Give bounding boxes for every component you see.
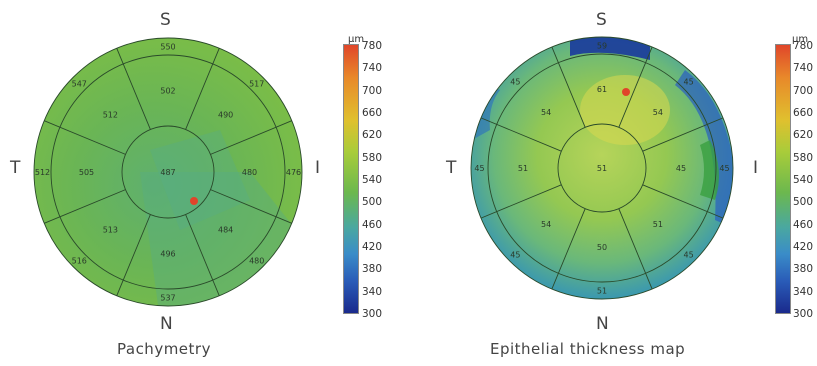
zone-outer-value: 550 [160, 43, 175, 52]
scale-tick-label: 300 [793, 308, 813, 320]
zone-outer-value: 45 [510, 251, 520, 260]
zone-inner-value: 51 [653, 220, 663, 229]
scale-tick-label: 660 [362, 107, 382, 119]
scale-tick-label: 700 [793, 85, 813, 97]
zone-inner-value: 484 [218, 226, 233, 235]
zone-inner-value: 51 [518, 164, 528, 173]
zone-outer-value: 517 [249, 79, 264, 88]
scale-tick-label: 460 [362, 219, 382, 231]
thinnest-point-marker [190, 197, 198, 205]
zone-outer-value: 45 [684, 251, 694, 260]
scale-tick-label: 740 [793, 62, 813, 74]
scale-tick-label: 420 [362, 241, 382, 253]
scale-tick-label: 700 [362, 85, 382, 97]
zone-outer-value: 45 [684, 77, 694, 86]
pachymetry-caption: Pachymetry [117, 340, 211, 358]
zone-inner-value: 50 [597, 243, 607, 252]
epithelial-caption: Epithelial thickness map [490, 340, 685, 358]
zone-outer-value: 45 [474, 164, 484, 173]
zone-outer-value: 537 [160, 294, 175, 303]
zone-inner-value: 61 [597, 85, 607, 94]
scale-tick-label: 540 [362, 174, 382, 186]
zone-outer-value: 547 [72, 79, 87, 88]
zone-outer-value: 512 [35, 168, 50, 177]
zone-inner-value: 490 [218, 110, 233, 119]
zone-inner-value: 45 [676, 164, 686, 173]
scale-tick-label: 620 [793, 129, 813, 141]
color-scale-bar-left [343, 44, 359, 314]
zone-inner-value: 512 [103, 110, 118, 119]
zone-outer-value: 45 [719, 164, 729, 173]
epithelial-map: 51 61 59 54 45 45 45 51 45 50 51 54 45 51 45 54 45 [420, 0, 817, 366]
zone-inner-value: 480 [242, 168, 257, 177]
scale-tick-label: 620 [362, 129, 382, 141]
pachymetry-panel: S N T I 487 502 550 490 517 480 476 484 480 496 53… [0, 0, 400, 366]
scale-tick-label: 500 [362, 196, 382, 208]
zone-outer-value: 51 [597, 287, 607, 296]
zone-center-value: 487 [160, 168, 175, 177]
scale-tick-label: 780 [793, 40, 813, 52]
scale-tick-label: 500 [793, 196, 813, 208]
scale-tick-label: 580 [362, 152, 382, 164]
scale-tick-label: 740 [362, 62, 382, 74]
scale-tick-label: 540 [793, 174, 813, 186]
scale-tick-label: 340 [793, 286, 813, 298]
scale-tick-label: 300 [362, 308, 382, 320]
pachymetry-map: 487 502 550 490 517 480 476 484 480 496 537 513 516 5… [0, 0, 400, 366]
zone-outer-value: 480 [249, 257, 264, 266]
color-scale-bar-right [775, 44, 791, 314]
scale-tick-label: 660 [793, 107, 813, 119]
scale-tick-label: 380 [793, 263, 813, 275]
zone-outer-value: 516 [72, 257, 87, 266]
zone-outer-value: 476 [286, 168, 301, 177]
epithelial-panel: S N T I 51 61 59 54 45 45 45 51 45 50 51 54 45 51 45 54… [420, 0, 817, 366]
zone-inner-value: 513 [103, 226, 118, 235]
zone-inner-value: 496 [160, 250, 175, 259]
zone-outer-value: 45 [510, 77, 520, 86]
scale-tick-label: 460 [793, 219, 813, 231]
zone-outer-value: 59 [597, 42, 607, 51]
zone-center-value: 51 [597, 164, 607, 173]
scale-tick-label: 420 [793, 241, 813, 253]
thickest-point-marker [622, 88, 630, 96]
zone-inner-value: 54 [541, 108, 551, 117]
scale-tick-label: 380 [362, 263, 382, 275]
scale-tick-label: 340 [362, 286, 382, 298]
zone-inner-value: 502 [160, 87, 175, 96]
zone-inner-value: 54 [541, 220, 551, 229]
zone-inner-value: 54 [653, 108, 663, 117]
scale-tick-label: 780 [362, 40, 382, 52]
zone-inner-value: 505 [79, 168, 94, 177]
scale-tick-label: 580 [793, 152, 813, 164]
